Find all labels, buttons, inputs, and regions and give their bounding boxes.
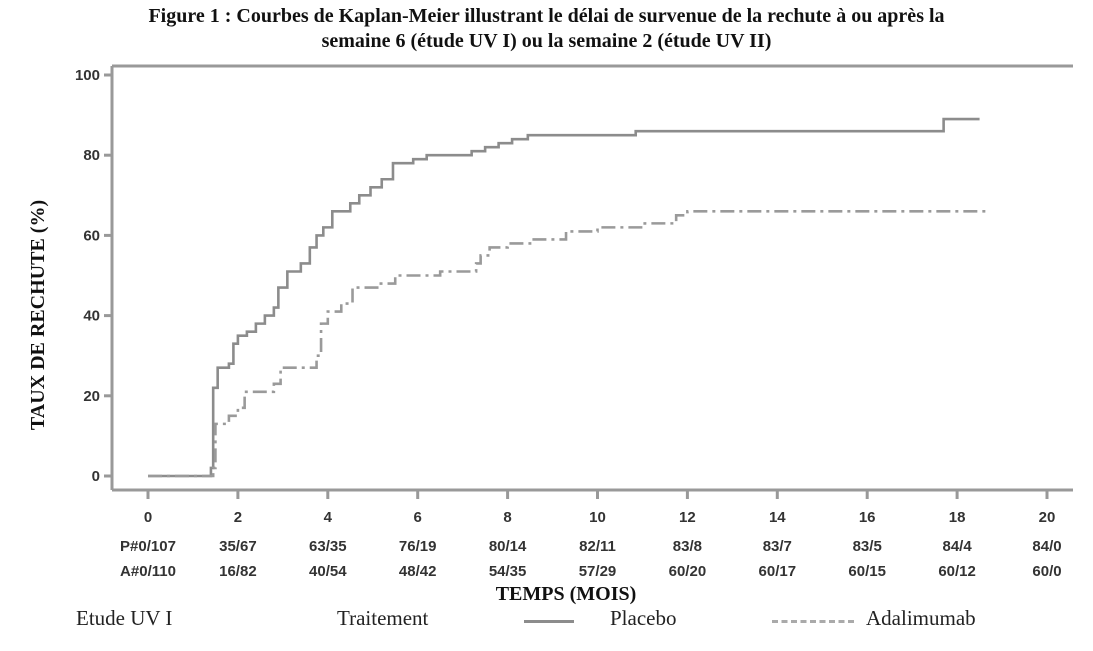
- chart-title-line-2: semaine 6 (étude UV I) ou la semaine 2 (…: [321, 30, 772, 52]
- risk-table-cell: 48/42: [399, 563, 437, 580]
- risk-table-cell: 57/29: [579, 563, 617, 580]
- risk-table-cell: 84/0: [1032, 538, 1061, 555]
- risk-table-cell: 60/20: [669, 563, 707, 580]
- y-axis-label: TAUX DE RECHUTE (%): [27, 200, 49, 430]
- legend-placebo-label: Placebo: [610, 606, 677, 630]
- x-tick-label: 12: [679, 509, 696, 526]
- legend-study-label: Etude UV I: [76, 606, 173, 630]
- legend-adalimumab-label: Adalimumab: [866, 606, 976, 630]
- legend-treatment-label: Traitement: [337, 606, 429, 630]
- risk-table-cell: 80/14: [489, 538, 527, 555]
- risk-table-cell: 40/54: [309, 563, 347, 580]
- risk-table-cell: 83/8: [673, 538, 702, 555]
- y-tick-label: 40: [83, 308, 100, 325]
- risk-table-cell: 54/35: [489, 563, 527, 580]
- x-tick-label: 16: [859, 509, 876, 526]
- x-tick-label: 18: [949, 509, 966, 526]
- risk-table-cell: 16/82: [219, 563, 257, 580]
- y-tick-label: 20: [83, 388, 100, 405]
- legend: Etude UV I Traitement Placebo Adalimumab: [0, 606, 1093, 638]
- risk-table-cell: 60/17: [759, 563, 797, 580]
- risk-table-cell: 83/7: [763, 538, 792, 555]
- chart-title-line-1: Figure 1 : Courbes de Kaplan-Meier illus…: [148, 5, 945, 27]
- series-line-placebo: [148, 117, 980, 478]
- x-tick-label: 14: [769, 509, 786, 526]
- x-tick-label: 4: [324, 509, 333, 526]
- legend-placebo-line-sample: [524, 620, 574, 623]
- x-tick-label: 10: [589, 509, 606, 526]
- y-tick-label: 0: [92, 468, 100, 485]
- x-tick-label: 8: [503, 509, 511, 526]
- x-axis-label: TEMPS (MOIS): [496, 583, 637, 605]
- risk-table-cell: 84/4: [942, 538, 972, 555]
- y-tick-label: 60: [83, 227, 100, 244]
- risk-table-cell: 60/12: [938, 563, 976, 580]
- x-tick-label: 0: [144, 509, 152, 526]
- risk-table-cell: 35/67: [219, 538, 257, 555]
- risk-table-cell: 82/11: [579, 538, 616, 555]
- x-tick-label: 20: [1039, 509, 1056, 526]
- risk-table-cell: A#0/110: [120, 563, 176, 580]
- x-tick-label: 6: [414, 509, 422, 526]
- chart-title: Figure 1 : Courbes de Kaplan-Meier illus…: [0, 4, 1093, 54]
- risk-table-cell: 83/5: [853, 538, 882, 555]
- risk-table-cell: 60/0: [1032, 563, 1061, 580]
- series-line-adalimumab: [148, 210, 989, 478]
- risk-table-cell: 76/19: [399, 538, 437, 555]
- risk-table-cell: 63/35: [309, 538, 347, 555]
- legend-adalimumab-line-sample: [772, 620, 854, 623]
- y-tick-label: 100: [75, 67, 100, 84]
- risk-table-cell: P#0/107: [120, 538, 176, 555]
- x-tick-label: 2: [234, 509, 242, 526]
- y-tick-label: 80: [83, 147, 100, 164]
- risk-table-cell: 60/15: [848, 563, 886, 580]
